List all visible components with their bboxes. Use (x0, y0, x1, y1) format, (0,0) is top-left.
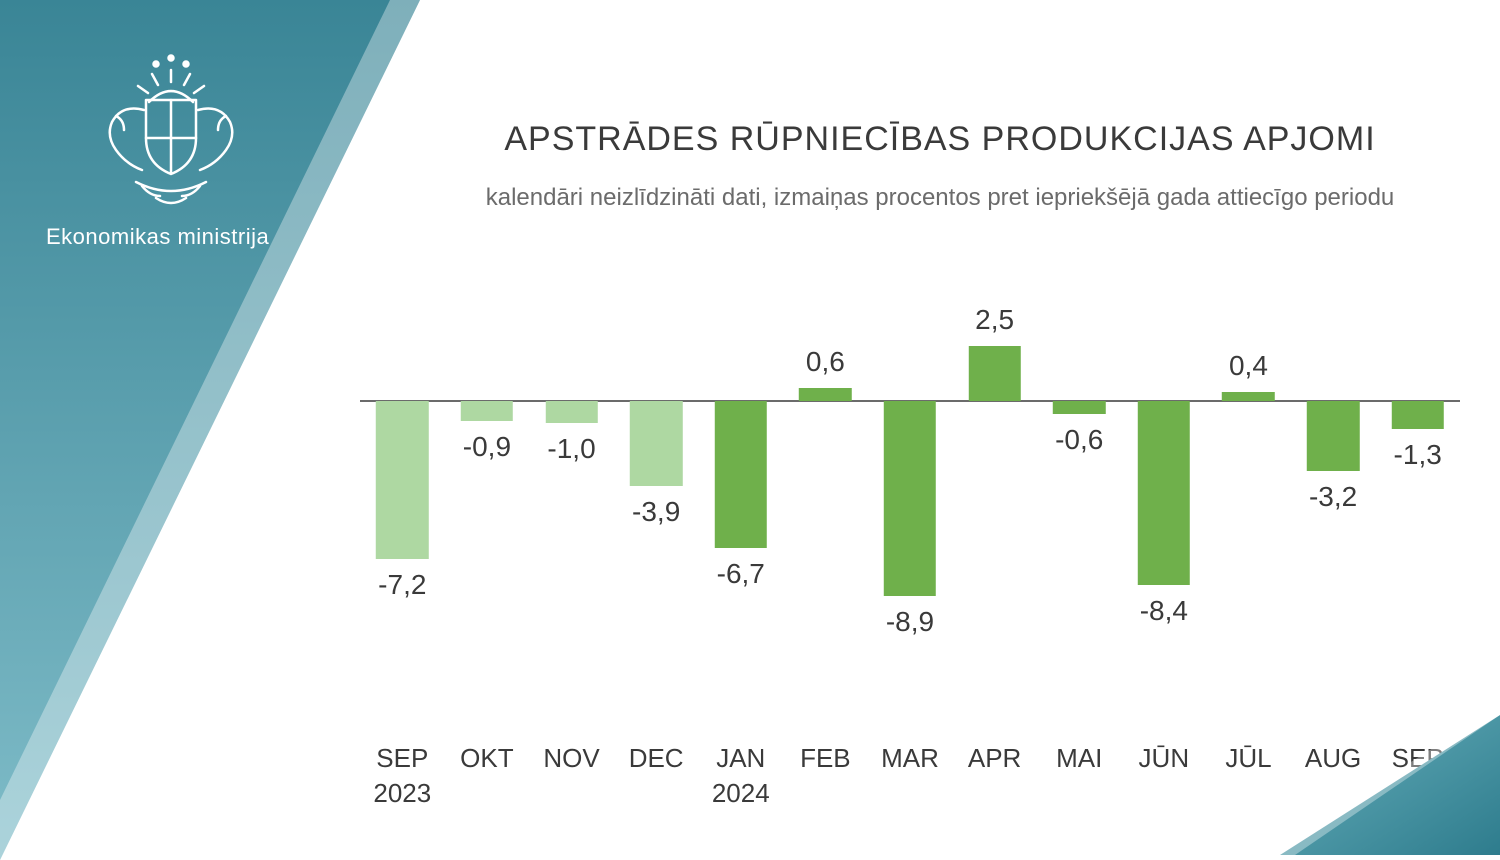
bar-category-subtext: 2023 (373, 776, 431, 811)
bar-column: -7,2SEP2023 (360, 300, 445, 720)
bar-category-text: DEC (629, 741, 684, 776)
bar (630, 401, 682, 486)
bar-category-text: JAN (712, 741, 770, 776)
bar-category-label: SEP2023 (373, 741, 431, 811)
bar-category-label: JŪN (1139, 741, 1190, 776)
bar-category-text: OKT (460, 741, 513, 776)
bar (376, 401, 428, 559)
bar (1138, 401, 1190, 585)
bar-category-label: MAR (881, 741, 939, 776)
bar-category-label: JŪL (1225, 741, 1271, 776)
bar (799, 388, 851, 401)
bar-category-text: NOV (543, 741, 599, 776)
bar-value-label: -1,3 (1394, 439, 1442, 471)
bar-category-label: DEC (629, 741, 684, 776)
bar-category-label: AUG (1305, 741, 1361, 776)
bar-category-label: NOV (543, 741, 599, 776)
bar-column: -0,9OKT (445, 300, 530, 720)
bar-category-label: OKT (460, 741, 513, 776)
bar-category-text: MAR (881, 741, 939, 776)
bar-category-text: JŪN (1139, 741, 1190, 776)
bar-category-label: MAI (1056, 741, 1102, 776)
bar-value-label: -3,2 (1309, 481, 1357, 513)
bar (884, 401, 936, 596)
bar (968, 346, 1020, 401)
bar (1391, 401, 1443, 429)
bar-category-label: APR (968, 741, 1021, 776)
bar-column: -3,2AUG (1291, 300, 1376, 720)
bar-column: -1,3SEP (1375, 300, 1460, 720)
bar (1222, 392, 1274, 401)
bar-value-label: 2,5 (975, 304, 1014, 336)
bar-category-label: JAN2024 (712, 741, 770, 811)
bar (545, 401, 597, 423)
bar-value-label: -1,0 (547, 433, 595, 465)
bar-column: 2,5APR (952, 300, 1037, 720)
coat-of-arms-icon (86, 52, 256, 217)
bar-column: -8,4JŪN (1122, 300, 1207, 720)
bar (715, 401, 767, 548)
bar-category-text: AUG (1305, 741, 1361, 776)
bar-value-label: -6,7 (717, 558, 765, 590)
bar-category-text: SEP (1392, 741, 1444, 776)
bar-value-label: 0,4 (1229, 350, 1268, 382)
bar (461, 401, 513, 421)
bar-value-label: -8,9 (886, 606, 934, 638)
chart-title: APSTRĀDES RŪPNIECĪBAS PRODUKCIJAS APJOMI (420, 120, 1460, 159)
bar-category-text: MAI (1056, 741, 1102, 776)
bar-category-subtext: 2024 (712, 776, 770, 811)
bar-value-label: -3,9 (632, 496, 680, 528)
bar-chart: -7,2SEP2023-0,9OKT-1,0NOV-3,9DEC-6,7JAN2… (360, 300, 1460, 720)
chart-subtitle: kalendāri neizlīdzināti dati, izmaiņas p… (420, 184, 1460, 212)
bar-column: -3,9DEC (614, 300, 699, 720)
bar-value-label: 0,6 (806, 346, 845, 378)
bar-column: 0,6FEB (783, 300, 868, 720)
bar-column: -6,7JAN2024 (698, 300, 783, 720)
bar-value-label: -0,9 (463, 431, 511, 463)
bar-column: -8,9MAR (868, 300, 953, 720)
bar-value-label: -7,2 (378, 569, 426, 601)
bar-category-text: SEP (373, 741, 431, 776)
bar-column: -1,0NOV (529, 300, 614, 720)
bottom-right-decoration (1280, 715, 1500, 860)
bar-category-text: APR (968, 741, 1021, 776)
bar-category-text: FEB (800, 741, 851, 776)
bar-category-label: SEP (1392, 741, 1444, 776)
bar-category-text: JŪL (1225, 741, 1271, 776)
bar (1307, 401, 1359, 471)
bar-value-label: -8,4 (1140, 595, 1188, 627)
bar (1053, 401, 1105, 414)
bar-value-label: -0,6 (1055, 424, 1103, 456)
bar-column: 0,4JŪL (1206, 300, 1291, 720)
bar-column: -0,6MAI (1037, 300, 1122, 720)
ministry-label: Ekonomikas ministrija (46, 224, 269, 250)
bar-category-label: FEB (800, 741, 851, 776)
